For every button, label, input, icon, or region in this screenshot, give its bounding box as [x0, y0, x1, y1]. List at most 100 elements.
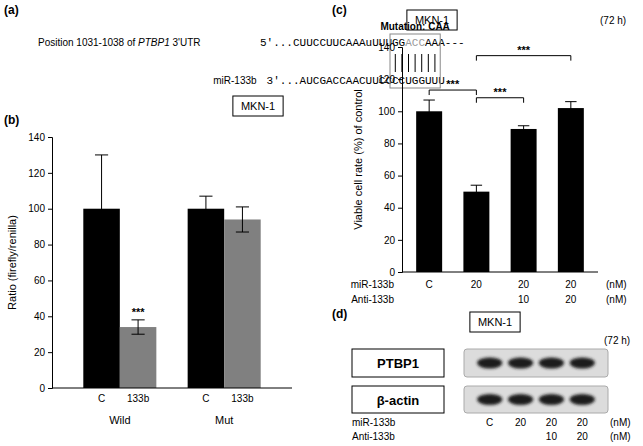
- error-bar: [95, 155, 108, 263]
- error-bar: [199, 196, 212, 221]
- panel-d: (d)MKN-1(72 h)PTBP1β-actinmiR-133bC20202…: [332, 307, 631, 442]
- mirna-seed-sequence: CCUGGUUU: [392, 75, 445, 87]
- blot-title: MKN-1: [478, 316, 512, 328]
- target-gene: PTBP1: [138, 37, 170, 48]
- condition-unit: (nM): [610, 417, 631, 428]
- tick-mark: [398, 143, 402, 144]
- y-tick: 140: [378, 42, 402, 53]
- bar-label: 133b: [231, 393, 254, 404]
- error-bar-cap: [471, 198, 482, 199]
- target-label-suffix: 3'UTR: [170, 37, 201, 48]
- base-pair-bar: [434, 54, 435, 72]
- error-bar-stem: [138, 320, 139, 334]
- y-axis-title: Viable cell rate (%) of control: [352, 89, 364, 229]
- tick-mark: [48, 280, 52, 281]
- y-tick: 60: [384, 170, 402, 181]
- y-tick: 20: [34, 347, 52, 358]
- plot-area: [416, 100, 584, 272]
- blot-band: [539, 358, 564, 369]
- plot-area: [83, 155, 260, 388]
- blot-row-label: β-actin: [377, 393, 420, 408]
- base-pair-bar: [428, 54, 429, 72]
- error-bar-cap: [565, 114, 576, 115]
- condition-value: 20: [577, 431, 589, 442]
- condition-value: 10: [546, 431, 558, 442]
- y-tick: 60: [34, 275, 52, 286]
- tick-label: 40: [34, 311, 46, 322]
- y-axis: 020406080100120140: [378, 42, 402, 278]
- y-tick: 80: [384, 138, 402, 149]
- blot-title-box: [470, 312, 520, 332]
- tick-label: 80: [34, 239, 46, 250]
- blot-band: [477, 394, 502, 405]
- tick-label: 60: [34, 275, 46, 286]
- error-bar: [236, 207, 249, 232]
- tick-label: 40: [384, 202, 396, 213]
- error-bar-stem: [523, 126, 524, 132]
- tick-label: 20: [34, 347, 46, 358]
- panel-label: (a): [4, 3, 19, 17]
- condition-value: C: [486, 417, 493, 428]
- condition-label: miR-133b: [351, 279, 395, 290]
- target-seed-part: AA: [425, 37, 439, 49]
- tick-mark: [398, 240, 402, 241]
- blot-strip: [464, 349, 608, 377]
- tick-mark: [48, 316, 52, 317]
- y-axis-title: Ratio (firefly/renilla): [6, 215, 18, 310]
- y-tick: 0: [389, 267, 402, 278]
- bar: [224, 219, 261, 388]
- tick-mark: [48, 209, 52, 210]
- condition-label: Anti-133b: [352, 431, 395, 442]
- error-bar: [518, 126, 529, 132]
- panel-label: (d): [332, 307, 347, 321]
- bar-label: C: [202, 393, 209, 404]
- significance-bracket: [476, 98, 523, 103]
- tick-label: 140: [28, 132, 45, 143]
- blot-label-box: [352, 349, 444, 377]
- y-tick: 120: [28, 168, 52, 179]
- base-pair-bar: [408, 54, 409, 72]
- condition-unit: (nM): [610, 431, 631, 442]
- tick-mark: [398, 111, 402, 112]
- condition-value: 20: [577, 417, 589, 428]
- y-tick: 0: [39, 383, 52, 394]
- panel-c: (c)MKN-1(72 h)020406080100120140Viable c…: [332, 3, 627, 305]
- condition-value: 20: [546, 417, 558, 428]
- tick-label: 120: [28, 168, 45, 179]
- tick-label: 20: [384, 235, 396, 246]
- tick-mark: [398, 176, 402, 177]
- base-pair-bar: [395, 54, 396, 72]
- error-bar-cap: [199, 196, 212, 197]
- y-tick: 140: [28, 132, 52, 143]
- y-tick: 40: [384, 202, 402, 213]
- condition-label: Anti-133b: [351, 294, 394, 305]
- bar: [188, 209, 225, 388]
- panel-label: (b): [4, 113, 19, 127]
- tick-mark: [48, 388, 52, 389]
- condition-value: 20: [518, 279, 530, 290]
- y-tick: 100: [378, 106, 402, 117]
- tick-mark: [48, 137, 52, 138]
- blot-band: [477, 358, 502, 369]
- bar: [120, 327, 157, 388]
- panel-b: (b)MKN-1CC133b133bWildMut020406080100120…: [4, 96, 292, 426]
- error-bar-cap: [471, 185, 482, 186]
- significance-bracket: [476, 56, 570, 61]
- blot-strip: [464, 386, 608, 413]
- tick-label: 140: [378, 42, 395, 53]
- condition-unit: (nM): [606, 279, 627, 290]
- tick-mark: [398, 79, 402, 80]
- category-label: Wild: [109, 414, 130, 426]
- base-pair-bar: [421, 54, 422, 72]
- significance-label: ***: [517, 44, 531, 56]
- base-pairs: [395, 54, 435, 72]
- mirna-sequence: 3'...AUCGACCAACUUCC: [267, 75, 393, 87]
- bar: [558, 108, 584, 272]
- chart-subtitle: (72 h): [600, 15, 626, 26]
- error-bar-cap: [95, 262, 108, 263]
- significance-label: ***: [132, 306, 146, 318]
- target-label: Position 1031-1038 of PTBP1 3'UTR: [38, 37, 201, 48]
- significance-label: ***: [494, 86, 508, 98]
- y-axis-line: [48, 138, 53, 389]
- tick-label: 100: [28, 203, 45, 214]
